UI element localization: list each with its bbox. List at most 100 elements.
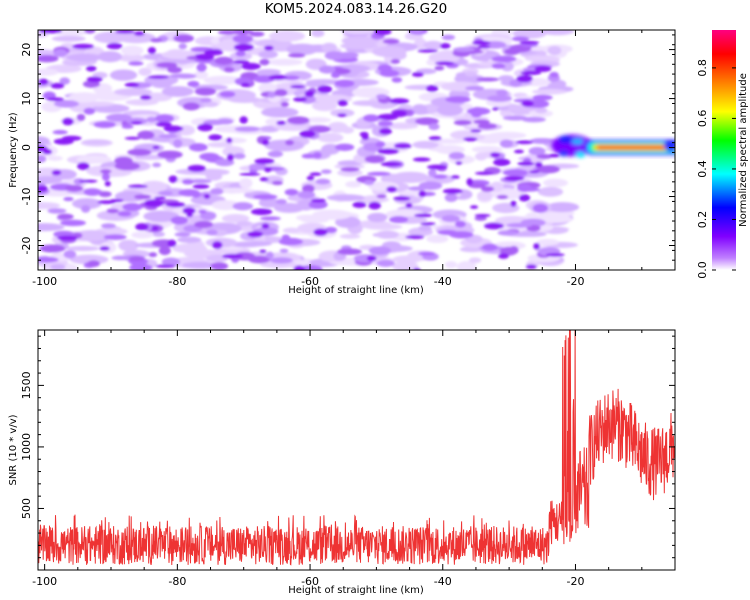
heatmap-cell [465,85,485,91]
snr-frame [37,329,676,571]
heatmap-cell [310,198,326,203]
heatmap-cell [217,30,238,35]
heatmap-cell [456,261,477,270]
heatmap-cell [392,171,429,183]
heatmap-cell [514,231,547,237]
heatmap-cell [543,178,569,188]
heatmap-cell [196,63,207,72]
heatmap-cell [317,85,333,94]
heatmap-cell [68,92,100,103]
heatmap-cell [114,190,145,203]
top-y-axis-label: Frequency (Hz) [8,112,19,188]
heatmap-cell [174,73,197,79]
heatmap-cell [285,139,294,146]
heatmap-cell [124,82,140,88]
heatmap-cell [453,119,472,126]
heatmap-cell [356,220,392,229]
heatmap-cell [143,210,180,223]
heatmap-cell [267,150,284,158]
heatmap-cell [472,40,491,46]
heatmap-cell [341,126,354,134]
heatmap-cell [533,242,540,250]
heatmap-cell [287,116,310,125]
top-ytick-label: 20 [20,43,33,57]
heatmap-cell [405,234,425,240]
heatmap-cell [232,60,250,64]
bottom-xtick-label: -40 [434,575,452,588]
heatmap-cell [411,72,424,78]
heatmap-cell [210,262,229,270]
heatmap-cell [491,63,506,69]
heatmap-cell [93,121,116,129]
heatmap-cell [194,220,214,229]
heatmap-cell [51,35,86,42]
heatmap-cell [264,166,272,173]
heatmap-cell [202,101,219,108]
heatmap-cell [299,130,316,138]
heatmap-cell [442,188,463,195]
heatmap-cell [312,209,352,220]
heatmap-cell [131,231,154,239]
heatmap-cell [38,55,59,63]
heatmap-cell [470,205,479,209]
heatmap-cell [417,49,439,53]
heatmap-cell [290,85,306,89]
heatmap-cell [248,163,267,171]
heatmap-cell [239,116,248,124]
heatmap-cell [206,229,218,236]
heatmap-cell [336,51,359,59]
signal-onset-cell [558,135,573,144]
heatmap-cell [436,104,463,117]
heatmap-cell [258,50,278,59]
heatmap-cell [152,145,160,150]
colorbar-tick-label: 0.4 [696,160,709,178]
heatmap-cell [266,58,303,66]
heatmap-cell [105,113,132,122]
heatmap-cell [318,65,336,74]
heatmap-cell [231,241,263,248]
heatmap-cell [463,137,478,142]
heatmap-cell [226,137,233,144]
heatmap-cell [241,62,261,70]
signal-onset-blobs [551,134,593,158]
heatmap-cell [152,162,162,168]
top-xtick-label: -80 [168,275,186,288]
heatmap-cell [337,99,348,107]
heatmap-cell [181,178,194,185]
heatmap-cell [448,151,465,160]
heatmap-cell [204,49,224,56]
top-xtick-label: -100 [32,275,57,288]
heatmap-cell [99,169,112,174]
heatmap-cell [380,161,403,167]
heatmap-cell [72,43,95,50]
heatmap-cell [234,126,261,132]
heatmap-cell [186,212,194,218]
heatmap-cell [53,49,68,58]
heatmap-cell [529,138,555,144]
heatmap-cell [352,201,367,208]
heatmap-cell [471,145,503,153]
heatmap-cell [187,164,206,173]
heatmap-cell [487,131,527,140]
heatmap-cell [239,172,261,176]
heatmap-cell [453,47,475,52]
signal-onset-cell [575,151,586,158]
heatmap-cell [155,121,172,127]
heatmap-cell [154,114,175,123]
heatmap-cell [468,183,486,189]
heatmap-cell [535,211,570,223]
heatmap-cell [420,222,436,226]
heatmap-cell [223,66,235,73]
heatmap-cell [372,46,407,58]
heatmap-cell [247,231,264,238]
heatmap-cell [214,56,234,65]
heatmap-cell [200,97,212,103]
heatmap-cell [536,154,553,160]
heatmap-cell [195,53,210,57]
heatmap-cell [361,134,370,141]
heatmap-cell [499,139,514,148]
heatmap-cell [518,194,531,202]
heatmap-cell [85,65,97,72]
bottom-y-ticks: 500 1000 1500 [20,335,675,559]
heatmap-cell [293,265,306,270]
